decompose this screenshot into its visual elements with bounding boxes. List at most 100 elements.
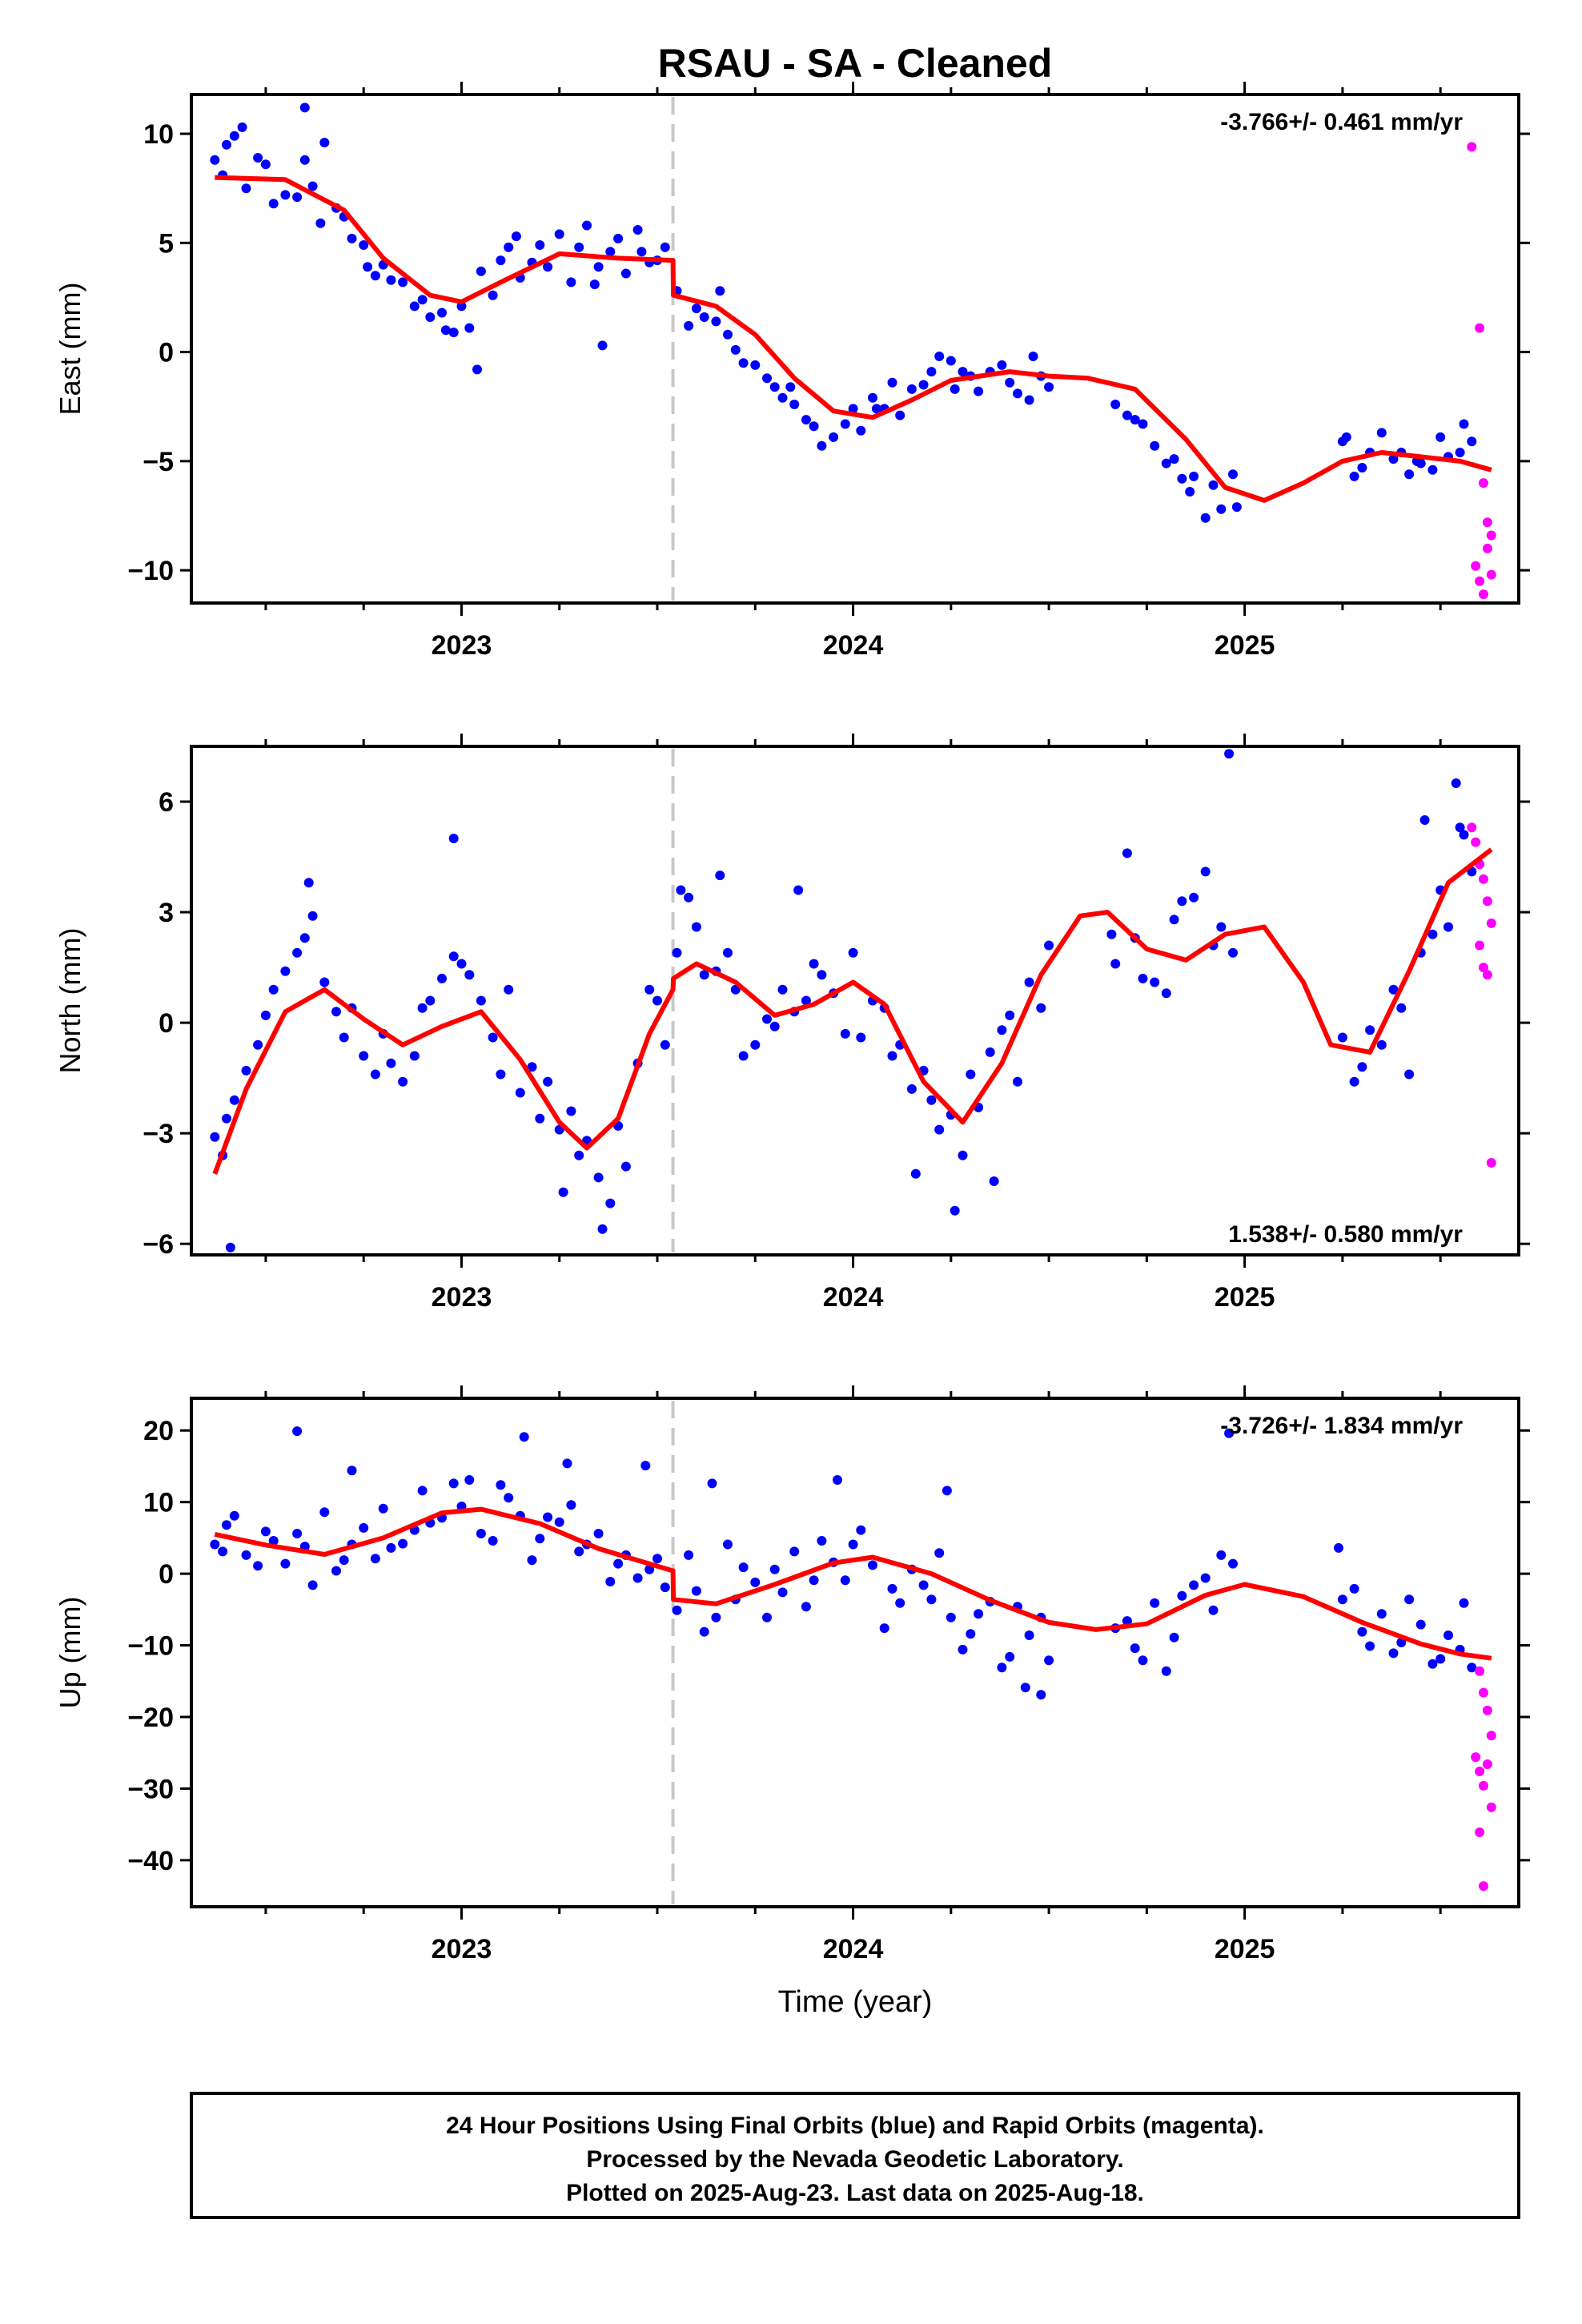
east-rapid-orbit-point xyxy=(1475,576,1485,586)
up-final-orbit-point xyxy=(331,1566,341,1576)
north-final-orbit-point xyxy=(558,1187,568,1197)
north-final-orbit-point xyxy=(985,1047,995,1057)
up-final-orbit-point xyxy=(1024,1630,1034,1640)
up-final-orbit-point xyxy=(974,1609,984,1619)
up-rapid-orbit-point xyxy=(1471,1752,1481,1763)
north-final-orbit-point xyxy=(715,870,725,881)
north-final-orbit-point xyxy=(910,1168,921,1179)
up-final-orbit-point xyxy=(1200,1573,1211,1583)
footer-box: 24 Hour Positions Using Final Orbits (bl… xyxy=(190,2092,1520,2219)
east-final-orbit-point xyxy=(1150,440,1160,451)
up-rapid-orbit-point xyxy=(1479,1881,1488,1892)
up-final-orbit-point xyxy=(723,1539,733,1550)
east-final-orbit-point xyxy=(476,266,486,276)
east-final-orbit-point xyxy=(1028,352,1038,361)
east-x-tick-label: 2023 xyxy=(432,630,492,661)
east-final-orbit-point xyxy=(848,404,858,414)
east-final-orbit-point xyxy=(440,325,451,336)
east-panel: −10 −5 0 5 10 2023 2024 2025 East (mm) -3.766+/- … xyxy=(54,82,1530,661)
north-final-orbit-point xyxy=(950,1205,960,1216)
north-final-orbit-point xyxy=(386,1058,396,1068)
up-final-orbit-point xyxy=(652,1554,662,1564)
east-final-orbit-point xyxy=(829,432,839,442)
up-final-orbit-point xyxy=(1189,1580,1199,1590)
east-rapid-orbit-point xyxy=(1479,589,1488,600)
east-final-orbit-point xyxy=(253,153,263,163)
east-final-orbit-point xyxy=(856,425,866,436)
east-final-orbit-point xyxy=(997,360,1007,370)
up-final-orbit-point xyxy=(1337,1594,1347,1605)
east-final-orbit-point xyxy=(613,233,624,243)
up-rapid-orbit-point xyxy=(1486,1731,1496,1741)
north-final-orbit-point xyxy=(437,973,447,983)
north-final-orbit-point xyxy=(504,984,514,995)
north-y-tick-label: 0 xyxy=(159,1008,174,1039)
east-final-orbit-point xyxy=(1459,419,1469,429)
footer-line-3: Plotted on 2025-Aug-23. Last data on 202… xyxy=(566,2180,1144,2206)
up-final-orbit-point xyxy=(868,1560,877,1570)
north-rapid-orbit-point xyxy=(1479,963,1488,973)
east-final-orbit-point xyxy=(1404,469,1415,480)
east-final-orbit-point xyxy=(887,377,897,388)
north-final-orbit-point xyxy=(997,1025,1007,1035)
north-final-orbit-point xyxy=(684,892,694,903)
up-final-orbit-point xyxy=(660,1582,670,1593)
north-final-orbit-point xyxy=(1455,822,1465,833)
up-y-tick-label: 20 xyxy=(143,1416,174,1446)
up-final-orbit-point xyxy=(750,1577,761,1587)
up-final-orbit-point xyxy=(476,1529,486,1538)
north-final-orbit-point xyxy=(488,1032,498,1043)
east-final-orbit-point xyxy=(386,275,396,285)
north-final-orbit-point xyxy=(543,1076,553,1087)
north-final-orbit-point xyxy=(222,1113,231,1124)
east-final-orbit-point xyxy=(1185,487,1195,497)
east-final-orbit-point xyxy=(260,159,271,170)
north-y-tick-label: 6 xyxy=(159,787,174,818)
north-final-orbit-point xyxy=(1036,1003,1046,1013)
east-rapid-orbit-point xyxy=(1475,323,1485,333)
up-final-orbit-point xyxy=(946,1612,956,1622)
north-final-orbit-point xyxy=(456,959,467,969)
north-final-orbit-point xyxy=(241,1065,251,1076)
north-final-orbit-point xyxy=(691,922,701,932)
east-final-orbit-point xyxy=(946,356,956,366)
north-rapid-orbit-point xyxy=(1475,940,1485,951)
x-axis-label: Time (year) xyxy=(778,1985,933,2019)
up-y-tick-label: −40 xyxy=(127,1846,174,1876)
up-final-orbit-point xyxy=(926,1594,937,1605)
north-final-orbit-point xyxy=(906,1084,917,1094)
up-final-orbit-point xyxy=(1357,1626,1367,1637)
up-final-orbit-point xyxy=(895,1598,905,1608)
north-final-orbit-point xyxy=(605,1198,616,1208)
up-final-orbit-point xyxy=(1020,1683,1030,1693)
north-final-orbit-point xyxy=(1388,984,1399,995)
up-final-orbit-point xyxy=(777,1587,788,1598)
east-rapid-orbit-point xyxy=(1486,569,1496,580)
up-rapid-orbit-point xyxy=(1482,1759,1492,1769)
north-final-orbit-point xyxy=(738,1051,749,1061)
up-x-tick-label: 2024 xyxy=(823,1934,884,1964)
east-final-orbit-point xyxy=(398,277,408,287)
up-final-orbit-point xyxy=(1365,1641,1375,1651)
east-final-orbit-point xyxy=(464,323,475,333)
north-velocity-label: 1.538+/- 0.580 mm/yr xyxy=(1228,1221,1463,1248)
east-final-orbit-point xyxy=(868,392,877,403)
north-x-tick-label: 2024 xyxy=(823,1282,884,1313)
up-final-orbit-point xyxy=(887,1583,897,1594)
east-final-orbit-point xyxy=(319,138,330,147)
east-final-orbit-point xyxy=(789,400,800,409)
north-final-orbit-point xyxy=(1150,977,1160,987)
east-final-orbit-point xyxy=(1427,464,1438,475)
north-final-orbit-point xyxy=(1443,922,1453,932)
east-final-orbit-point xyxy=(895,410,905,420)
north-rapid-orbit-point xyxy=(1486,918,1496,928)
north-final-orbit-point xyxy=(1106,929,1117,939)
east-final-orbit-point xyxy=(237,122,247,132)
north-final-orbit-point xyxy=(934,1124,945,1135)
north-final-orbit-point xyxy=(672,947,682,958)
up-final-orbit-point xyxy=(319,1507,330,1518)
north-final-orbit-point xyxy=(253,1039,263,1050)
up-final-orbit-point xyxy=(593,1529,604,1538)
north-final-orbit-point xyxy=(723,947,733,958)
east-final-orbit-point xyxy=(241,183,251,194)
